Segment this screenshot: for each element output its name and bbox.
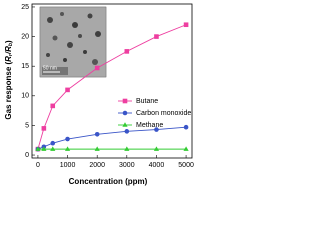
marker [64,146,71,151]
marker [41,146,47,151]
marker [65,87,70,93]
marker [183,22,189,28]
x-tick-label: 1000 [60,162,76,169]
marker [154,127,159,132]
x-tick-label: 3000 [119,162,135,169]
y-tick-label: 10 [21,93,29,100]
marker [41,126,47,131]
chart: 50 nm Concentration (ppm) Gas response (… [4,3,194,186]
marker [124,49,130,54]
legend-marker [122,122,128,127]
legend-label: Butane [136,98,158,105]
legend-marker [122,98,128,104]
marker [94,146,100,151]
x-tick-label: 4000 [149,162,165,169]
x-tick-label: 2000 [89,162,105,169]
legend-marker [122,110,128,116]
scale-label: 50 nm [43,65,57,71]
plot-frame [31,3,193,159]
series-line [37,126,187,150]
y-tick-label: 5 [25,122,29,129]
y-tick-label: 15 [21,63,29,70]
legend-label: Carbon monoxide [136,110,191,117]
y-axis-label: Gas response (Rr/Rb) [4,40,14,120]
marker [35,146,41,151]
marker [50,103,56,109]
marker [124,146,130,151]
marker [124,129,130,134]
y-tick-label: 20 [21,33,29,40]
inset-image: 50 nm [39,6,107,78]
x-tick-label: 0 [36,162,40,169]
series-line [37,24,187,150]
marker [94,65,100,71]
y-tick-label: 0 [25,152,29,159]
marker [154,34,159,39]
y-tick-label: 25 [21,4,29,11]
marker [65,136,70,142]
marker [50,146,56,151]
x-axis-label: Concentration (ppm) [69,177,148,186]
marker [153,146,160,151]
marker [94,132,100,137]
x-tick-label: 5000 [178,162,194,169]
marker [183,146,189,151]
marker [50,140,56,146]
legend-label: Methane [136,122,163,129]
marker [183,124,189,130]
